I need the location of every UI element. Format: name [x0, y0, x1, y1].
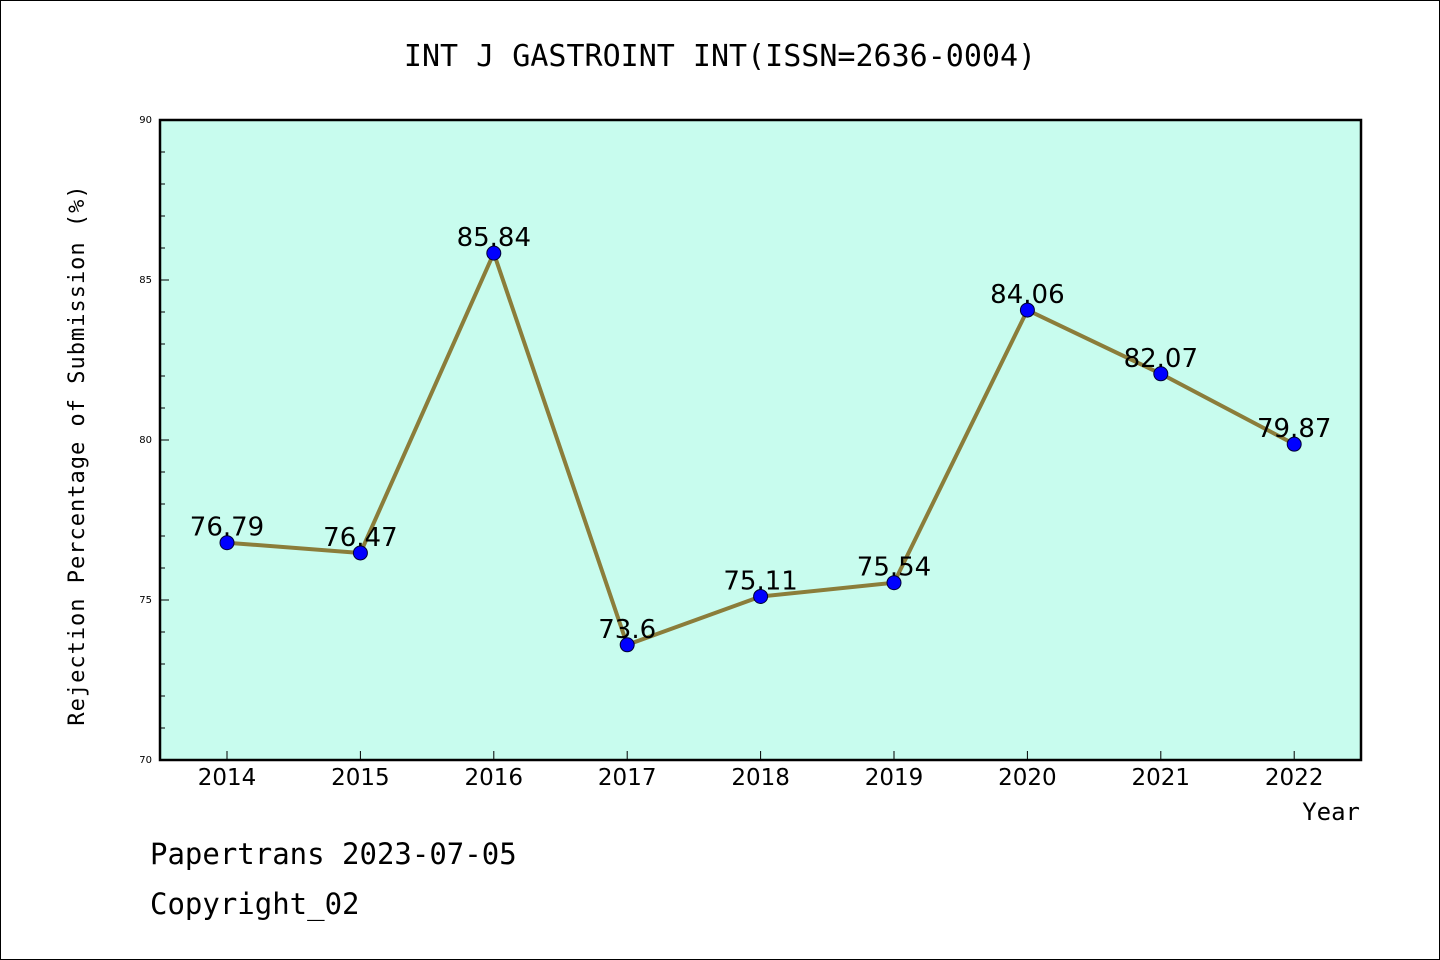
data-point-marker	[219, 535, 235, 551]
x-tick-label: 2015	[331, 765, 390, 791]
x-tick-label: 2017	[598, 765, 657, 791]
data-label: 84.06	[990, 280, 1064, 310]
data-point-marker	[886, 575, 902, 591]
x-axis-label: Year	[1302, 798, 1360, 826]
y-axis-label: Rejection Percentage of Submission (%)	[65, 184, 90, 725]
plot-area	[160, 120, 1361, 760]
data-label: 73.6	[598, 615, 656, 645]
data-point-marker	[753, 588, 769, 604]
y-tick-label: 90	[139, 115, 152, 126]
data-label: 82.07	[1124, 344, 1198, 374]
data-label: 76.47	[323, 523, 397, 553]
data-label: 85.84	[457, 223, 531, 253]
data-point-marker	[1286, 436, 1302, 452]
x-tick-label: 2020	[998, 765, 1057, 791]
data-labels: 76.79 76.47 85.84 73.6 75.11 75.54 84.06 82.07 7…	[190, 223, 1332, 645]
data-label: 75.54	[857, 553, 931, 583]
data-point-marker	[486, 245, 502, 261]
data-label: 79.87	[1257, 414, 1331, 444]
y-tick-label: 80	[139, 435, 152, 446]
data-label: 76.79	[190, 513, 264, 543]
footer-copyright: Copyright_02	[150, 887, 360, 922]
x-tick-label: 2019	[865, 765, 924, 791]
footer-date: Papertrans 2023-07-05	[150, 837, 517, 871]
y-tick-label: 75	[139, 595, 152, 606]
x-tick-label: 2016	[465, 765, 524, 791]
data-point-marker	[1019, 302, 1035, 318]
data-label: 75.11	[723, 566, 797, 596]
x-tick-label: 2021	[1132, 765, 1191, 791]
plot-border	[158, 118, 1363, 762]
y-tick-label: 70	[139, 755, 152, 766]
data-point-marker	[619, 637, 635, 653]
x-axis-ticks: 2014 2015 2016 2017 2018 2019 2020 2021 2022	[198, 751, 1324, 791]
chart-title: INT J GASTROINT INT(ISSN=2636-0004)	[404, 39, 1036, 74]
x-tick-label: 2014	[198, 765, 257, 791]
data-point-marker	[1153, 366, 1169, 382]
x-tick-label: 2018	[731, 765, 790, 791]
x-tick-label: 2022	[1265, 765, 1324, 791]
y-tick-label: 85	[139, 275, 152, 286]
series-markers	[219, 245, 1302, 653]
data-point-marker	[352, 545, 368, 561]
